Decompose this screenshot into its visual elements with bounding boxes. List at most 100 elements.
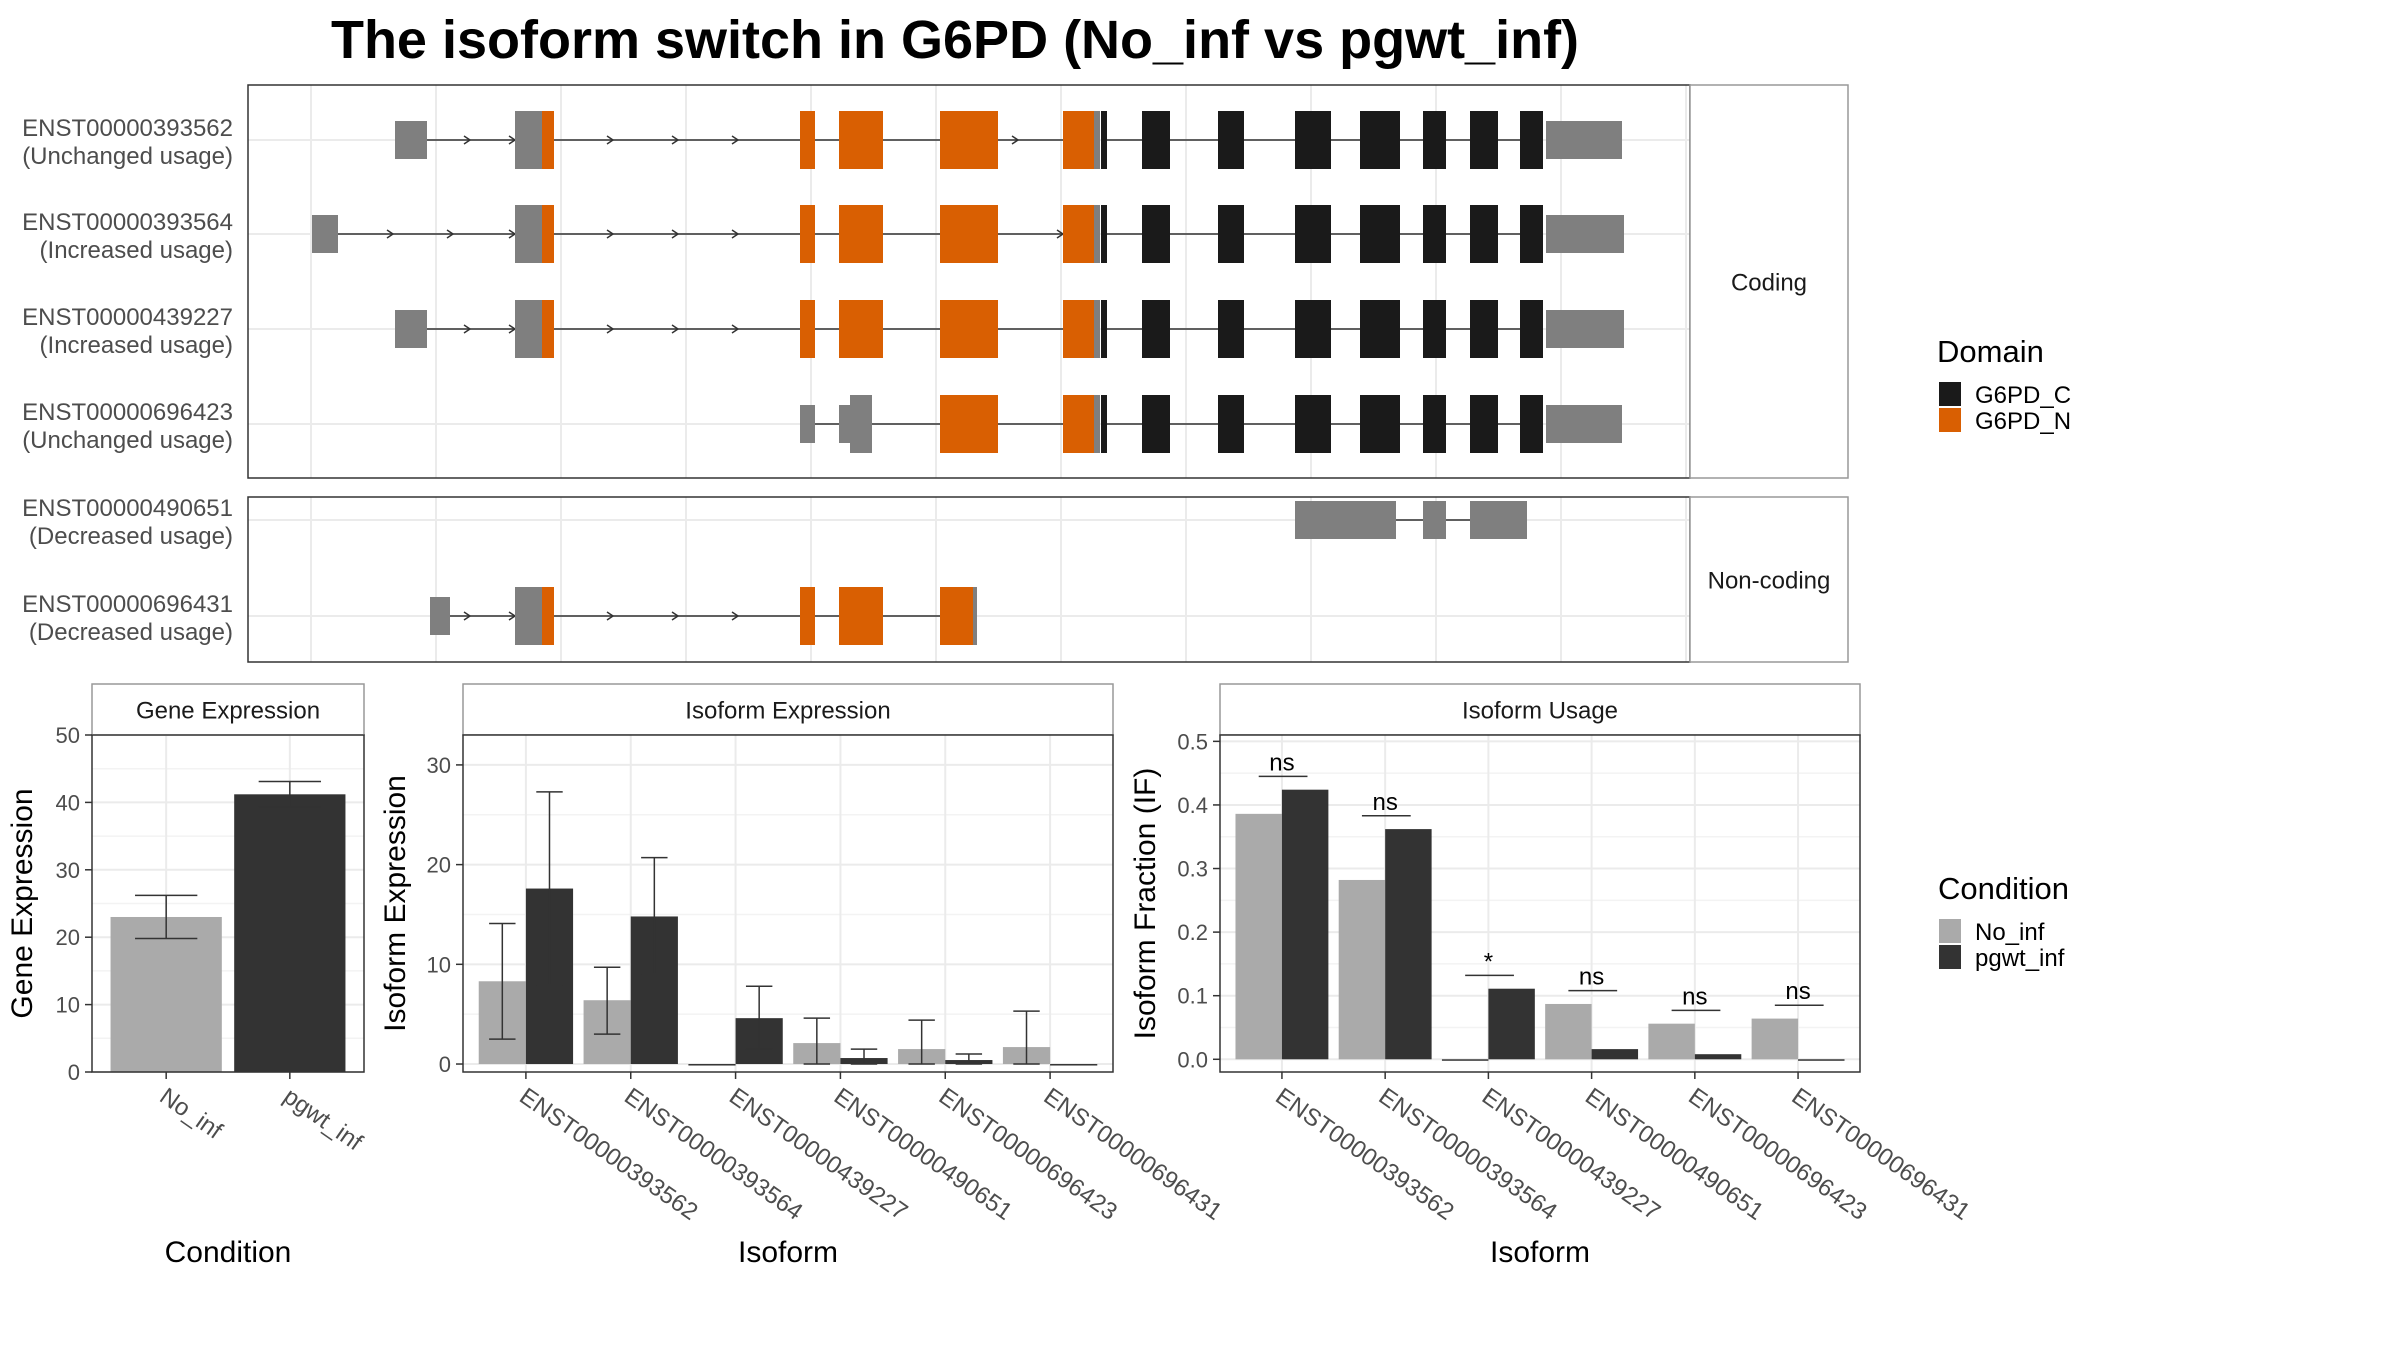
condition-legend-title: Condition — [1938, 871, 2069, 906]
bar-No_inf — [110, 916, 222, 1072]
panel-border — [1219, 734, 1861, 1073]
domain-g6pd-c-exon — [1142, 111, 1170, 169]
domain-g6pd-c-exon — [1470, 111, 1498, 169]
y-tick-label: 0.0 — [1177, 1047, 1208, 1072]
intron-arrow — [671, 135, 680, 145]
domain-legend-key — [1939, 408, 1961, 432]
x-tick-label: ENST00000696431 — [1787, 1083, 1975, 1226]
x-tick-label: ENST00000490651 — [1580, 1083, 1768, 1226]
gene-expression-panel: Gene Expression 0 10 20 30 40 50 No_inf pgwt_inf… — [6, 683, 367, 1269]
condition-legend-key — [1939, 945, 1961, 969]
x-tick-label: ENST00000393562 — [1270, 1083, 1458, 1226]
domain-g6pd-n-exon — [1063, 300, 1094, 358]
domain-g6pd-n-exon — [839, 300, 883, 358]
x-axis-title: Isoform — [738, 1236, 838, 1269]
utr-exon — [312, 215, 338, 253]
domain-g6pd-n-exon — [800, 205, 815, 263]
domain-g6pd-n-exon — [1063, 111, 1094, 169]
domain-g6pd-c-exon — [1360, 111, 1400, 169]
intron-arrow — [731, 324, 740, 334]
panel-border — [462, 734, 1114, 1073]
transcript-id-label: ENST00000439227 — [22, 304, 233, 331]
significance-label: ns — [1785, 978, 1810, 1005]
bar-pgwt_inf — [1694, 1054, 1742, 1060]
bar-pgwt_inf — [1798, 1059, 1845, 1061]
y-tick-label: 30 — [56, 858, 80, 883]
intron-arrow — [606, 229, 615, 239]
cds-exon — [1470, 501, 1527, 539]
intron-arrow — [386, 229, 395, 239]
domain-g6pd-n-exon — [1063, 205, 1094, 263]
utr-exon — [1546, 121, 1622, 159]
bar-pgwt_inf — [1385, 829, 1432, 1060]
intron-arrow — [463, 324, 472, 334]
domain-g6pd-c-exon — [1101, 205, 1107, 263]
intron-arrow — [671, 229, 680, 239]
domain-g6pd-n-exon — [1063, 395, 1094, 453]
y-tick-label: 0.1 — [1177, 984, 1208, 1009]
significance-label: ns — [1682, 983, 1707, 1010]
intron-arrow — [446, 229, 455, 239]
x-tick-label: ENST00000490651 — [829, 1083, 1017, 1226]
transcript-id-label: ENST00000393562 — [22, 115, 233, 142]
panel-strip-title: Isoform Expression — [685, 698, 890, 725]
panel-border — [91, 734, 365, 1073]
intron-arrow — [463, 611, 472, 621]
facet-strip-label: Coding — [1731, 270, 1807, 297]
y-tick-label: 0 — [439, 1052, 451, 1077]
domain-g6pd-c-exon — [1295, 395, 1331, 453]
domain-g6pd-n-exon — [800, 587, 815, 645]
domain-g6pd-n-exon — [839, 205, 883, 263]
facet-strip-label: Non-coding — [1708, 568, 1831, 595]
domain-g6pd-c-exon — [1470, 205, 1498, 263]
domain-g6pd-c-exon — [1423, 395, 1446, 453]
domain-g6pd-c-exon — [1101, 111, 1107, 169]
transcript-id-label: ENST00000696431 — [22, 591, 233, 618]
domain-g6pd-n-exon — [940, 395, 998, 453]
domain-g6pd-n-exon — [542, 587, 554, 645]
bar-No_inf — [1545, 1003, 1592, 1060]
y-tick-label: 10 — [56, 993, 80, 1018]
significance-label: ns — [1269, 749, 1294, 776]
x-tick-label: ENST00000439227 — [724, 1083, 912, 1226]
domain-g6pd-n-exon — [839, 587, 883, 645]
domain-g6pd-c-exon — [1520, 205, 1543, 263]
domain-g6pd-c-exon — [1218, 205, 1244, 263]
domain-g6pd-n-exon — [940, 587, 973, 645]
domain-g6pd-c-exon — [1360, 205, 1400, 263]
y-tick-label: 0 — [68, 1060, 80, 1085]
cds-exon — [1295, 501, 1396, 539]
intron-arrow — [463, 135, 472, 145]
domain-g6pd-c-exon — [1423, 205, 1446, 263]
domain-g6pd-n-exon — [542, 300, 554, 358]
domain-legend-label: G6PD_N — [1975, 408, 2071, 435]
intron-arrow — [731, 229, 740, 239]
significance-label: ns — [1579, 964, 1604, 991]
domain-g6pd-n-exon — [940, 111, 998, 169]
significance-label: * — [1484, 948, 1493, 975]
intron-arrow — [671, 324, 680, 334]
transcript-usage-label: (Decreased usage) — [29, 619, 233, 646]
transcript-usage-label: (Unchanged usage) — [22, 143, 233, 170]
domain-g6pd-c-exon — [1142, 395, 1170, 453]
figure-title: The isoform switch in G6PD (No_inf vs pg… — [331, 10, 1579, 70]
bar-pgwt_inf — [1050, 1064, 1098, 1066]
x-tick-label: ENST00000696423 — [1683, 1083, 1871, 1226]
domain-legend-title: Domain — [1937, 334, 2044, 369]
panel-strip — [462, 683, 1114, 736]
x-tick-label: ENST00000393564 — [619, 1083, 807, 1226]
condition-legend-key — [1939, 919, 1961, 943]
transcript-id-label: ENST00000393564 — [22, 209, 233, 236]
x-tick-label: ENST00000696431 — [1039, 1083, 1227, 1226]
domain-g6pd-c-exon — [1218, 395, 1244, 453]
bar-pgwt_inf — [1281, 789, 1329, 1060]
y-tick-label: 20 — [427, 853, 451, 878]
intron-arrow — [731, 611, 740, 621]
y-tick-label: 0.2 — [1177, 920, 1208, 945]
transcript-usage-label: (Increased usage) — [40, 237, 233, 264]
domain-g6pd-c-exon — [1295, 205, 1331, 263]
domain-g6pd-n-exon — [800, 111, 815, 169]
isoform-usage-panel: Isoform Usage 0.0 0.1 0.2 0.3 0.4 0.5 ENST00000… — [1129, 683, 1975, 1269]
